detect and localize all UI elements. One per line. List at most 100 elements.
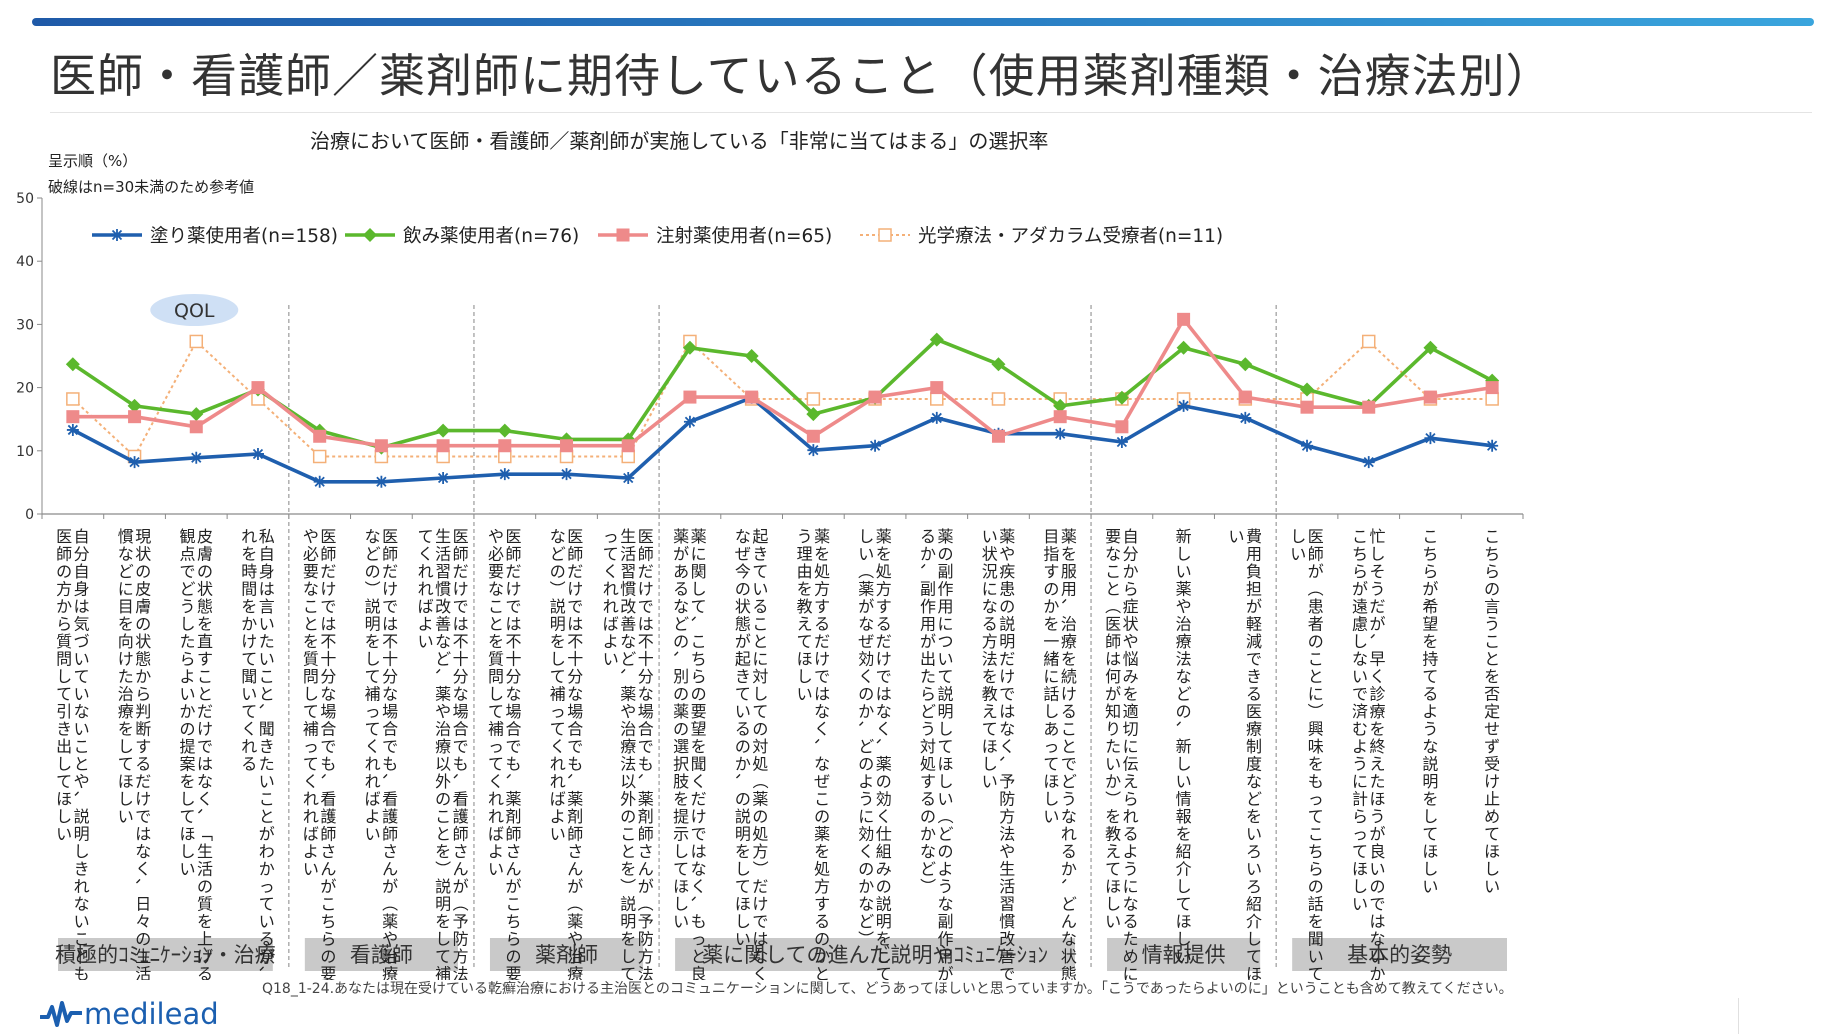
category-label-char: も	[453, 755, 469, 774]
category-label-char: 質	[488, 650, 504, 669]
category-label-char: い	[982, 527, 998, 546]
category-label-char: ど	[118, 562, 134, 581]
category-label-char: 療	[382, 965, 398, 980]
category-label-char: い	[180, 860, 196, 879]
category-label-char: を	[303, 632, 319, 651]
category-label-char: し	[118, 737, 134, 756]
category-label-char: 薬	[638, 790, 654, 809]
category-label-char: 、	[318, 773, 337, 789]
category-label-char: い	[1369, 860, 1385, 879]
category-label-char: 、	[856, 720, 875, 736]
category-label-char: さ	[453, 842, 469, 861]
category-label-char: ろ	[1246, 877, 1262, 896]
category-label-char: た	[259, 632, 275, 651]
category-label-char: 師	[453, 545, 469, 564]
category-label-char: （	[935, 808, 954, 824]
category-label-char: 薬	[876, 527, 892, 546]
category-label-char: を	[435, 912, 451, 931]
category-label-char: か	[1123, 562, 1139, 581]
category-label-char: け	[382, 580, 398, 599]
category-label-char: て	[876, 965, 892, 980]
category-label-char: て	[180, 807, 196, 826]
category-label-char: 合	[320, 720, 336, 739]
category-label-char: 薬	[876, 755, 892, 774]
category-label-char: こ	[620, 825, 636, 844]
data-point	[312, 449, 327, 464]
category-label-char: 断	[135, 720, 151, 739]
category-label-char: 軽	[1246, 615, 1262, 634]
data-point	[66, 410, 80, 424]
logo-text: medilead	[84, 997, 219, 1031]
category-label-char: 場	[453, 702, 469, 721]
category-label-char: 費	[1246, 527, 1262, 546]
category-label-char: こ	[1105, 562, 1121, 581]
category-label-char: る	[241, 755, 257, 774]
category-label-char: し	[938, 772, 954, 791]
category-label-char: 受	[1484, 755, 1500, 774]
category-label-char: 処	[876, 562, 892, 581]
category-label-char: 続	[1061, 667, 1077, 686]
category-label-char: ら	[180, 650, 196, 669]
category-label-char: 護	[320, 807, 336, 826]
category-label-char: れ	[241, 737, 257, 756]
category-label-char: ん	[638, 860, 654, 879]
category-label-char: 担	[1246, 580, 1262, 599]
category-label-char: を	[118, 615, 134, 634]
order-note: 呈示順（%）	[48, 152, 138, 170]
category-label-char: か	[735, 755, 751, 774]
category-label-char: 興	[1308, 720, 1324, 739]
category-label-char: だ	[506, 562, 522, 581]
category-label-char: い	[1176, 947, 1192, 966]
category-label-char: い	[1246, 825, 1262, 844]
category-label-char: を	[1246, 807, 1262, 826]
category-label-char: 治	[1061, 615, 1077, 634]
category-label-char: 分	[382, 667, 398, 686]
category-label-char: ん	[506, 860, 522, 879]
data-point	[1424, 432, 1437, 445]
group-label: 積極的ｺﾐｭﾆｹｰｼｮﾝ・治療	[55, 943, 276, 967]
category-label-char: 言	[1484, 597, 1500, 616]
category-label-char: ）	[548, 580, 567, 596]
category-label-char: て	[938, 737, 954, 756]
category-label-char: 別	[673, 667, 689, 686]
category-label-char: 予	[999, 772, 1015, 791]
data-point	[929, 332, 944, 347]
category-label-char: 不	[567, 632, 583, 651]
category-label-char: 、	[874, 738, 893, 754]
category-label-char: 護	[453, 807, 469, 826]
category-label-char: 看	[320, 790, 336, 809]
category-label-char: こ	[74, 737, 90, 756]
category-label-char: い	[1229, 527, 1245, 546]
data-point	[128, 410, 142, 424]
category-label-char: が	[1105, 685, 1121, 704]
category-label-char: っ	[259, 877, 275, 896]
category-label-char: ほ	[1422, 842, 1438, 861]
category-label-char: で	[876, 667, 892, 686]
qol-annotation-label: QOL	[174, 300, 215, 322]
category-label-char: 処	[814, 860, 830, 879]
category-label-char: と	[1308, 667, 1324, 686]
category-label-char: で	[382, 737, 398, 756]
category-label-char: 膚	[135, 597, 151, 616]
category-label-char: て	[1422, 667, 1438, 686]
category-label-char: 医	[506, 527, 522, 546]
x-category-label: 医師だけでは不十分な場合でも、看護師さんが（薬や治療法などの）説明をして補ってく…	[363, 527, 400, 980]
category-label-char: も	[74, 965, 90, 980]
category-label-char: 明	[365, 615, 381, 634]
category-label-char: 副	[938, 562, 954, 581]
category-label-char: す	[1043, 562, 1059, 581]
category-label-char: の	[735, 737, 751, 756]
category-label-char: ら	[135, 685, 151, 704]
category-label-char: を	[118, 720, 134, 739]
category-label-char: れ	[365, 772, 381, 791]
category-label-char: 療	[1246, 720, 1262, 739]
category-label-char: 薬	[938, 527, 954, 546]
category-label-char: は	[259, 580, 275, 599]
category-label-char: 話	[1308, 895, 1324, 914]
category-label-char: 、	[565, 773, 584, 789]
category-label-char: 態	[735, 615, 751, 634]
category-label-char: の	[673, 685, 689, 704]
category-label-char: が	[382, 877, 398, 896]
category-label-char: 皮	[197, 527, 213, 546]
